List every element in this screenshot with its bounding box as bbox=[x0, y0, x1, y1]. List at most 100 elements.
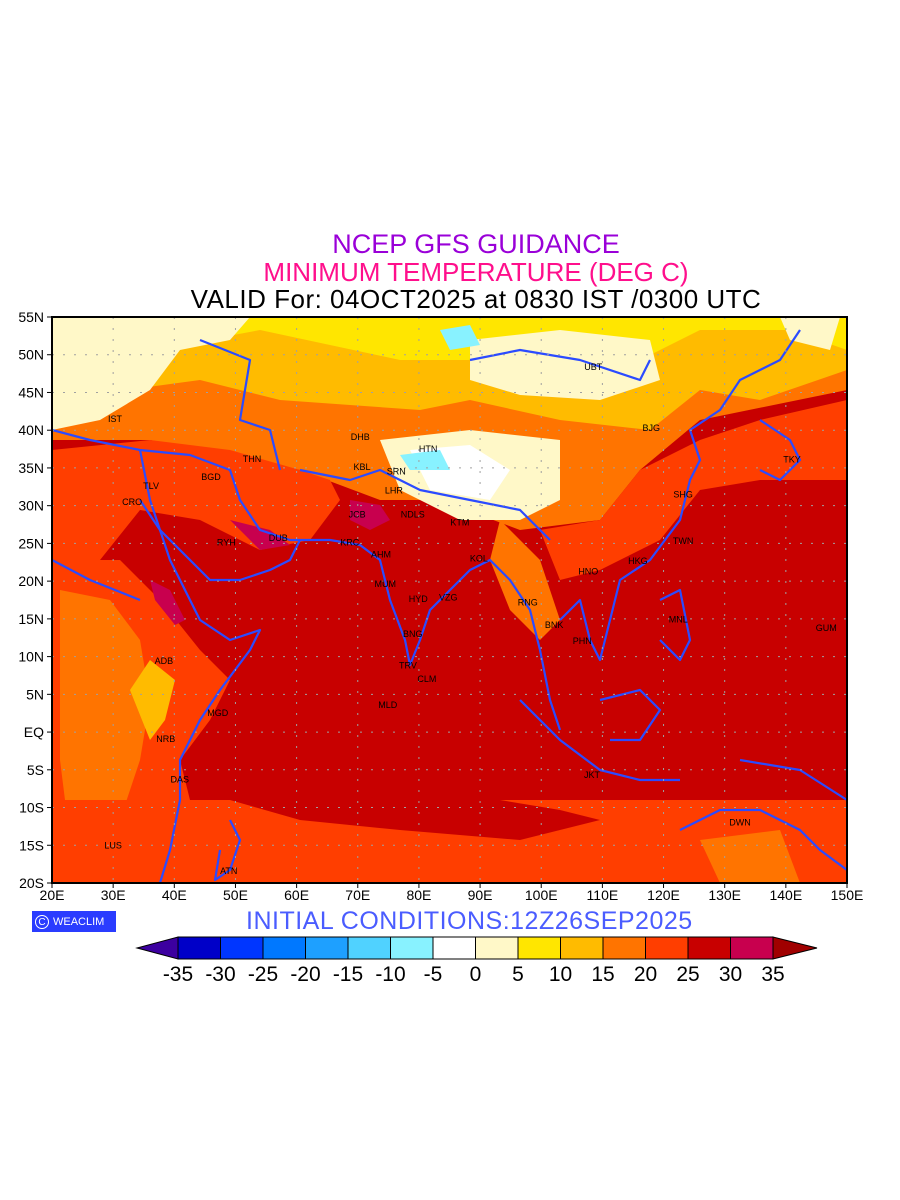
coastlines-layer bbox=[52, 329, 847, 883]
lat-label: 5N bbox=[26, 686, 44, 702]
colorbar-label: -25 bbox=[248, 963, 278, 986]
city-label-clm: CLM bbox=[417, 674, 436, 684]
lon-label: 110E bbox=[587, 887, 619, 903]
city-label-shg: SHG bbox=[673, 489, 693, 499]
copyright-icon: C bbox=[35, 914, 49, 929]
city-label-dhb: DHB bbox=[351, 432, 370, 442]
city-label-tlv: TLV bbox=[143, 481, 159, 491]
city-label-lhr: LHR bbox=[385, 486, 404, 496]
mongolia-0-5 bbox=[470, 330, 660, 400]
colorbar-label: -20 bbox=[290, 963, 320, 986]
city-label-phn: PHN bbox=[573, 636, 592, 646]
lon-label: 120E bbox=[647, 887, 680, 903]
colorbar-swatch bbox=[730, 936, 774, 960]
city-label-bgd: BGD bbox=[201, 472, 221, 482]
colorbar-swatch bbox=[602, 936, 646, 960]
city-label-hkg: HKG bbox=[628, 556, 648, 566]
colorbar-label: 0 bbox=[470, 963, 482, 986]
south-ocean-20-25 bbox=[52, 800, 847, 883]
logo-text: WEACLIM bbox=[53, 915, 105, 928]
city-label-hno: HNO bbox=[578, 566, 598, 576]
lat-label: 50N bbox=[18, 347, 44, 363]
grid-layer bbox=[52, 317, 847, 883]
lon-label: 20E bbox=[40, 887, 65, 903]
city-label-nrb: NRB bbox=[156, 734, 175, 744]
lon-label: 140E bbox=[769, 887, 802, 903]
coastline bbox=[139, 499, 301, 582]
colorbar-label: 20 bbox=[634, 963, 657, 986]
lon-label: 30E bbox=[101, 887, 126, 903]
colorbar-label: 10 bbox=[549, 963, 572, 986]
colorbar-high-arrow bbox=[772, 936, 818, 960]
lat-label: 15N bbox=[18, 611, 44, 627]
valid-time-title: VALID For: 04OCT2025 at 0830 IST /0300 U… bbox=[190, 284, 762, 314]
colorbar-label: -15 bbox=[333, 963, 363, 986]
city-label-kol: KOL bbox=[470, 553, 488, 563]
lon-label: 80E bbox=[406, 887, 431, 903]
city-label-das: DAS bbox=[171, 775, 190, 785]
south-ocean-25-30 bbox=[230, 800, 600, 840]
colorbar-label: 5 bbox=[512, 963, 524, 986]
city-label-ktm: KTM bbox=[450, 517, 469, 527]
colorbar-label: -35 bbox=[163, 963, 193, 986]
city-label-dwn: DWN bbox=[729, 818, 751, 828]
city-label-mgd: MGD bbox=[207, 708, 228, 718]
lon-label: 130E bbox=[708, 887, 741, 903]
ethiopia-10-15 bbox=[130, 660, 175, 740]
red-sea-30-35 bbox=[150, 580, 185, 625]
city-label-kbl: KBL bbox=[354, 462, 371, 472]
city-label-twn: TWN bbox=[673, 536, 694, 546]
coastline bbox=[659, 588, 692, 662]
coastline bbox=[559, 329, 801, 662]
colorbar-swatch bbox=[475, 936, 519, 960]
coastline bbox=[299, 468, 551, 541]
coastline bbox=[679, 808, 847, 871]
city-label-ist: IST bbox=[108, 414, 123, 424]
colorbar-swatch bbox=[390, 936, 434, 960]
lon-label: 90E bbox=[468, 887, 493, 903]
city-label-bjg: BJG bbox=[643, 423, 661, 433]
city-label-gum: GUM bbox=[816, 623, 837, 633]
colorbar-swatch bbox=[645, 936, 689, 960]
map-frame bbox=[51, 316, 848, 884]
city-label-rng: RNG bbox=[518, 597, 538, 607]
coastline bbox=[519, 699, 680, 782]
colorbar-swatch bbox=[305, 936, 349, 960]
lat-label: 55N bbox=[18, 309, 44, 325]
title-line-1: NCEP GFS GUIDANCE bbox=[332, 229, 620, 259]
city-label-ndls: NDLS bbox=[401, 510, 425, 520]
city-label-thn: THN bbox=[243, 454, 262, 464]
colorbar-label: -10 bbox=[375, 963, 405, 986]
coastline bbox=[599, 688, 662, 742]
coastline bbox=[469, 348, 651, 382]
lat-label: 15S bbox=[19, 837, 44, 853]
initial-conditions-label: INITIAL CONDITIONS:12Z26SEP2025 bbox=[246, 907, 693, 935]
city-label-mum: MUM bbox=[375, 579, 397, 589]
city-label-jkt: JKT bbox=[584, 770, 601, 780]
city-label-atn: ATN bbox=[220, 866, 237, 876]
lat-label: 20S bbox=[19, 875, 44, 891]
lon-label: 40E bbox=[162, 887, 187, 903]
persian-gulf-30-35 bbox=[230, 520, 290, 550]
lon-label: 150E bbox=[831, 887, 864, 903]
lat-label: 10S bbox=[19, 800, 44, 816]
weaclim-logo: C WEACLIM bbox=[32, 911, 116, 932]
lon-label: 70E bbox=[345, 887, 370, 903]
siberia-0-5 bbox=[780, 317, 840, 350]
city-label-bnk: BNK bbox=[545, 620, 564, 630]
city-label-ubt: UBT bbox=[584, 362, 603, 372]
title-line-2: MINIMUM TEMPERATURE (DEG C) bbox=[263, 257, 689, 287]
lon-label: 100E bbox=[525, 887, 558, 903]
city-label-mld: MLD bbox=[378, 700, 398, 710]
europe-0-5 bbox=[52, 317, 250, 430]
city-label-lus: LUS bbox=[104, 840, 122, 850]
city-label-krc: KRC bbox=[340, 538, 360, 548]
colorbar-label: 15 bbox=[591, 963, 614, 986]
city-label-tky: TKY bbox=[783, 455, 801, 465]
coastline bbox=[213, 819, 242, 882]
colorbar-swatch bbox=[262, 936, 306, 960]
coastline bbox=[199, 338, 282, 471]
colorbar-low-arrow bbox=[135, 936, 179, 960]
